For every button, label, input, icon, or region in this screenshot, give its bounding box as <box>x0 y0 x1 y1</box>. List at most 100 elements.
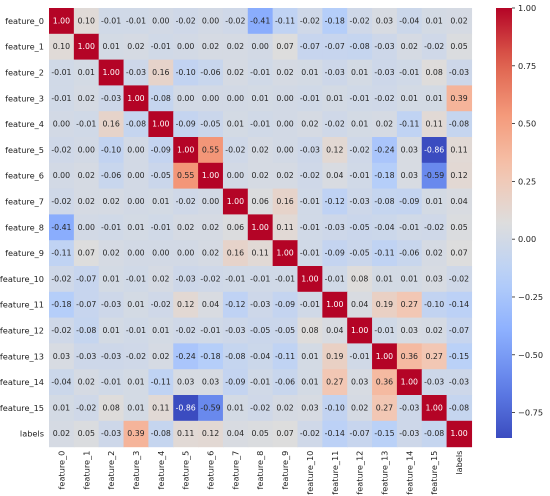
heatmap-cell <box>123 111 149 138</box>
heatmap-cell <box>347 266 373 293</box>
cell-value-label: -0.02 <box>176 16 196 25</box>
heatmap-cell <box>198 395 224 422</box>
heatmap-cell <box>396 137 423 164</box>
heatmap-cell <box>446 59 473 86</box>
cell-value-label: 0.02 <box>102 249 119 258</box>
cell-value-label: -0.01 <box>300 300 320 309</box>
y-tick-label: feature_1 <box>5 42 44 52</box>
cell-value-label: 0.01 <box>252 94 269 103</box>
cell-value-label: -0.02 <box>176 197 196 206</box>
heatmap-cell <box>247 137 274 164</box>
cell-value-label: -0.02 <box>449 274 469 283</box>
heatmap-cell <box>98 111 125 138</box>
cell-value-label: -0.03 <box>101 352 121 361</box>
heatmap-cell <box>73 137 100 164</box>
heatmap-cell <box>347 240 373 267</box>
heatmap-cell <box>123 59 149 86</box>
cell-value-label: -0.10 <box>424 300 444 309</box>
cell-value-label: -0.04 <box>374 223 394 232</box>
heatmap-cell <box>73 240 100 267</box>
heatmap-cell <box>421 162 448 190</box>
heatmap-cell <box>372 33 398 61</box>
heatmap-cell <box>396 85 423 112</box>
heatmap-cell <box>98 214 125 241</box>
cell-value-label: 0.01 <box>301 352 318 361</box>
heatmap-cell <box>198 291 224 319</box>
x-tick-label: labels <box>454 451 464 475</box>
heatmap-cell <box>421 343 448 370</box>
heatmap-cell <box>322 162 348 190</box>
heatmap-cell <box>446 317 473 344</box>
cell-value-label: 0.55 <box>177 171 194 180</box>
heatmap-cell <box>173 240 199 267</box>
cell-value-label: -0.01 <box>275 274 295 283</box>
colorbar-tick-label: 1.00 <box>518 3 536 13</box>
cell-value-label: -0.10 <box>176 68 196 77</box>
y-tick-label: feature_6 <box>5 171 44 181</box>
cell-value-label: 0.11 <box>425 120 442 129</box>
heatmap-cell <box>123 137 149 164</box>
heatmap-cell <box>148 395 174 422</box>
cell-value-label: -0.07 <box>76 300 96 309</box>
heatmap-cell <box>148 85 174 112</box>
y-tick-label: feature_15 <box>0 403 44 413</box>
cell-value-label: -0.01 <box>374 326 394 335</box>
heatmap-cell <box>421 188 448 215</box>
cell-value-label: 0.02 <box>425 249 442 258</box>
heatmap-cell <box>198 420 224 448</box>
heatmap-cell <box>123 317 149 344</box>
cell-value-label: -0.01 <box>51 94 71 103</box>
heatmap-cell <box>421 395 448 422</box>
cell-value-label: 0.01 <box>425 94 442 103</box>
cell-value-label: -0.01 <box>399 223 419 232</box>
heatmap-cell <box>247 317 274 344</box>
heatmap-cell <box>173 162 199 190</box>
heatmap-cell <box>372 369 398 396</box>
cell-value-label: -0.03 <box>325 68 345 77</box>
heatmap-cell <box>272 291 299 319</box>
heatmap-cell <box>49 343 75 370</box>
cell-value-label: -0.01 <box>350 94 370 103</box>
heatmap-cell <box>173 137 199 164</box>
heatmap-cell <box>347 317 373 344</box>
cell-value-label: -0.01 <box>350 352 370 361</box>
heatmap-cell <box>322 188 348 215</box>
heatmap-cell <box>347 59 373 86</box>
heatmap-cell <box>73 162 100 190</box>
cell-value-label: -0.86 <box>424 145 444 154</box>
heatmap-cell <box>372 214 398 241</box>
heatmap-cell <box>421 266 448 293</box>
cell-value-label: 0.01 <box>102 274 119 283</box>
cell-value-label: -0.08 <box>374 197 394 206</box>
cell-value-label: 0.02 <box>78 378 95 387</box>
heatmap-cell <box>347 214 373 241</box>
cell-value-label: 0.01 <box>401 274 418 283</box>
cell-value-label: 0.02 <box>202 249 219 258</box>
heatmap-cell <box>73 266 100 293</box>
heatmap-cell <box>347 343 373 370</box>
heatmap-cell <box>198 266 224 293</box>
heatmap-cell <box>322 137 348 164</box>
heatmap-cell <box>148 8 174 35</box>
cell-value-label: 0.16 <box>276 197 293 206</box>
cell-value-label: -0.86 <box>176 403 196 412</box>
y-tick-label: feature_10 <box>0 274 44 284</box>
heatmap-cell <box>347 137 373 164</box>
cell-value-label: 0.08 <box>425 68 442 77</box>
cell-value-label: -0.09 <box>151 145 171 154</box>
heatmap-cell <box>98 395 125 422</box>
cell-value-label: -0.08 <box>151 429 171 438</box>
heatmap-cell <box>198 137 224 164</box>
cell-value-label: 0.04 <box>326 171 343 180</box>
cell-value-label: 0.11 <box>450 145 467 154</box>
cell-value-label: 0.03 <box>177 378 194 387</box>
cell-value-label: -0.08 <box>449 120 469 129</box>
heatmap-cell <box>446 137 473 164</box>
cell-value-label: 0.01 <box>78 68 95 77</box>
cell-value-label: 0.02 <box>127 42 144 51</box>
heatmap-cell <box>372 137 398 164</box>
cell-value-label: -0.09 <box>225 378 245 387</box>
heatmap-cell <box>247 214 274 241</box>
heatmap-cell <box>98 291 125 319</box>
